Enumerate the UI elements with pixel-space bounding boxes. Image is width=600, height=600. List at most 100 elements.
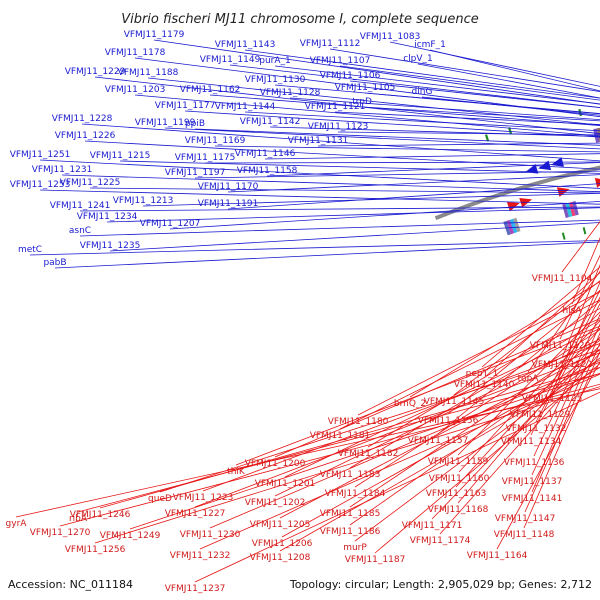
reverse-leader-line — [457, 336, 600, 504]
reverse-gene-label: VFMJ11_1120 — [530, 341, 591, 351]
reverse-gene-label: VFMJ11_1171 — [402, 521, 463, 531]
feature-tracks — [484, 108, 600, 240]
forward-gene-label: clpV_1 — [403, 54, 433, 64]
forward-gene-label: VFMJ11_1179 — [124, 30, 185, 40]
reverse-leader-line — [194, 391, 600, 583]
forward-leader-line — [54, 241, 600, 269]
forward-gene-label: VFMJ11_1169 — [185, 136, 246, 146]
reverse-gene-label: brnQ_2 — [394, 399, 426, 409]
reverse-gene-label: VFMJ11_1134 — [501, 437, 562, 447]
reverse-leader-line — [431, 344, 600, 520]
reverse-gene-label: VFMJ11_1164 — [467, 551, 528, 561]
map-title: Vibrio fischeri MJ11 chromosome I, compl… — [121, 12, 479, 27]
forward-leader-line — [274, 65, 600, 105]
forward-leader-line — [119, 160, 600, 174]
reverse-leader-line — [561, 221, 600, 273]
reverse-gene-label: VFMJ11_1205 — [250, 520, 311, 530]
forward-gene-label: metC — [18, 245, 42, 255]
reverse-leader-line — [481, 266, 600, 368]
forward-gene-label: VFMJ11_1251 — [10, 150, 71, 160]
forward-leader-line — [244, 49, 600, 99]
reverse-gene-label: gyrA — [6, 519, 28, 529]
reverse-leader-line — [354, 329, 600, 488]
reverse-leader-line — [531, 323, 600, 476]
reverse-leader-line — [439, 352, 600, 535]
forward-gene-label: VFMJ11_1130 — [245, 75, 306, 85]
reverse-gene-label: VFMJ11_1182 — [338, 449, 399, 459]
reverse-leader-line — [279, 349, 600, 519]
forward-gene-label: VFMJ11_1207 — [140, 219, 201, 229]
reverse-gene-arrow — [556, 187, 570, 197]
forward-leader-line — [153, 39, 600, 105]
reverse-leader-line — [349, 319, 600, 469]
reverse-gene-label: VFMJ11_1183 — [320, 470, 381, 480]
forward-gene-label: VFMJ11_1226 — [55, 131, 116, 141]
forward-leader-line — [94, 76, 600, 135]
forward-gene-label: ppiB — [185, 119, 205, 129]
forward-gene-label: VFMJ11_1121 — [305, 102, 366, 112]
reverse-gene-label: pepT_1 — [466, 369, 499, 379]
forward-leader-line — [421, 96, 600, 116]
reverse-gene-label: queD — [148, 494, 172, 504]
forward-gene-label: VFMJ11_1178 — [105, 48, 166, 58]
forward-leader-line — [209, 94, 600, 126]
forward-gene-label: VFMJ11_1215 — [90, 151, 151, 161]
forward-gene-label: VFMJ11_1177 — [155, 101, 216, 111]
forward-leader-line — [429, 49, 600, 92]
reverse-leader-line — [15, 388, 600, 518]
forward-leader-line — [317, 142, 600, 147]
reverse-leader-line — [559, 254, 600, 340]
forward-gene-label: VFMJ11_1162 — [180, 85, 241, 95]
reverse-gene-arrow — [594, 177, 600, 188]
forward-leader-line — [289, 97, 600, 121]
reverse-leader-line — [453, 280, 600, 396]
forward-leader-line — [244, 111, 600, 132]
forward-leader-line — [142, 192, 600, 207]
forward-gene-label: VFMJ11_1234 — [77, 212, 138, 222]
reverse-gene-label: VFMJ11_1156 — [418, 416, 479, 426]
reverse-gene-label: VFMJ11_1230 — [180, 530, 241, 540]
reverse-gene-label: topA — [518, 374, 540, 384]
reverse-gene-label: VFMJ11_1141 — [502, 494, 563, 504]
reverse-gene-label: VFMJ11_1202 — [245, 498, 306, 508]
forward-gene-label: VFMJ11_1083 — [360, 32, 421, 42]
forward-leader-line — [134, 94, 600, 137]
reverse-gene-label: VFMJ11_1237 — [165, 584, 226, 594]
summary-text: Topology: circular; Length: 2,905,029 bp… — [289, 578, 592, 591]
reverse-gene-label: murP — [343, 543, 367, 553]
forward-gene-label: VFMJ11_1142 — [240, 117, 301, 127]
forward-gene-label: VFMJ11_1149 — [200, 55, 261, 65]
forward-leader-line — [334, 111, 600, 125]
forward-leader-line — [214, 145, 600, 153]
reverse-gene-label: VFMJ11_1157 — [408, 436, 469, 446]
reverse-gene-label: VFMJ11_1206 — [252, 539, 313, 549]
forward-leader-line — [264, 153, 600, 160]
forward-leader-line — [337, 131, 600, 136]
forward-leader-line — [61, 174, 600, 193]
reverse-leader-line — [235, 325, 600, 466]
reverse-gene-label: VFMJ11_1174 — [410, 536, 471, 546]
reverse-leader-line — [274, 338, 600, 497]
forward-leader-line — [269, 126, 600, 137]
forward-gene-label: VFMJ11_1170 — [198, 182, 259, 192]
reverse-gene-label: VFMJ11_1104 — [532, 274, 593, 284]
reverse-leader-line — [59, 383, 600, 527]
reverse-gene-label: VFMJ11_1208 — [250, 553, 311, 563]
forward-gene-label: VFMJ11_1225 — [60, 178, 121, 188]
forward-gene-label: VFMJ11_1158 — [237, 166, 298, 176]
forward-gene-label: VFMJ11_1241 — [50, 201, 111, 211]
reverse-leader-line — [94, 386, 600, 544]
reverse-leader-line — [279, 366, 600, 552]
reverse-leader-line — [129, 373, 600, 530]
reverse-gene-label: thiK — [227, 467, 246, 477]
reverse-gene-arrow — [519, 197, 533, 208]
reverse-leader-line — [523, 350, 600, 529]
reverse-leader-line — [527, 270, 600, 373]
reverse-leader-line — [374, 363, 600, 554]
forward-leader-line — [106, 207, 600, 223]
forward-gene-label: asnC — [69, 226, 91, 236]
reverse-leader-line — [533, 313, 600, 457]
reverse-leader-line — [455, 328, 600, 488]
forward-gene-label: VFMJ11_1105 — [335, 83, 396, 93]
reverse-leader-line — [199, 373, 600, 550]
